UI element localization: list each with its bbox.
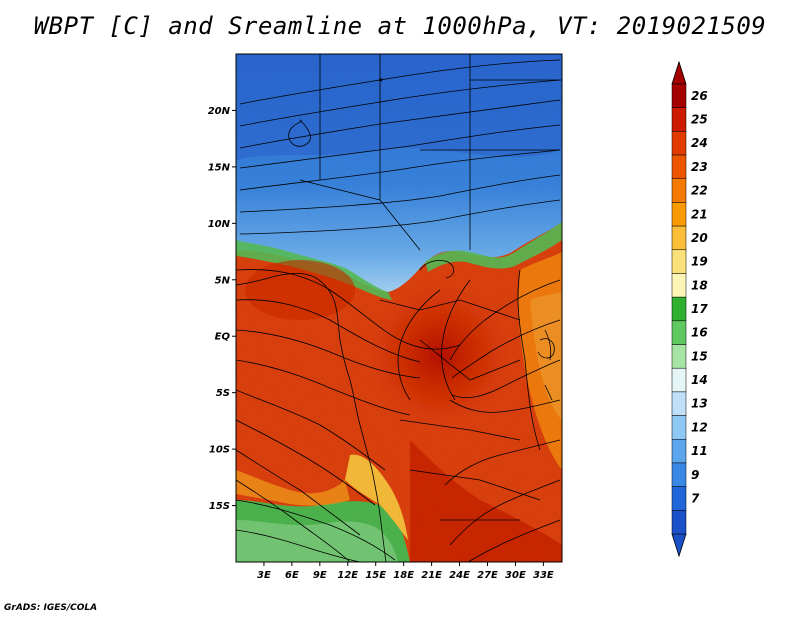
lon-tick-label: 6E	[285, 570, 299, 581]
lat-tick-label: EQ	[215, 332, 231, 343]
colorbar-segment	[671, 202, 687, 227]
lat-tick-label: 15N	[208, 162, 231, 173]
colorbar-label: 7	[691, 491, 700, 505]
chart-title: WBPT [C] and Sreamline at 1000hPa, VT: 2…	[33, 12, 767, 40]
lat-tick-label: 10N	[208, 219, 231, 230]
colorbar-segment	[671, 154, 687, 179]
lon-tick-label: 30E	[505, 570, 526, 581]
colorbar-label: 14	[691, 373, 708, 387]
colorbar-segment	[671, 367, 687, 393]
lon-tick-label: 27E	[477, 570, 498, 581]
streamlines	[236, 59, 561, 562]
lat-tick-label: 10S	[209, 445, 230, 456]
lon-tick-label: 18E	[393, 570, 414, 581]
colorbar-segment	[671, 510, 687, 535]
colorbar-label: 26	[691, 89, 708, 103]
colorbar-segment	[671, 131, 687, 156]
colorbar-label: 9	[691, 468, 699, 482]
colorbar-label: 16	[691, 326, 708, 340]
lon-tick-label: 15E	[365, 570, 386, 581]
colorbar-label: 23	[691, 160, 708, 174]
colorbar-segment	[671, 107, 687, 132]
longitude-axis: 3E 6E 9E 12E 15E 18E 21E 24E 27E 30E 33E	[257, 562, 554, 581]
lat-tick-label: 5N	[215, 275, 231, 286]
colorbar-segment	[671, 462, 687, 487]
colorbar-label: 12	[691, 420, 708, 434]
colorbar-label: 25	[691, 113, 708, 127]
colorbar-bottom-arrow	[671, 533, 687, 558]
lat-tick-label: 15S	[209, 501, 230, 512]
map-frame	[235, 53, 563, 563]
credit-text: GrADS: IGES/COLA	[4, 603, 98, 613]
colorbar-label: 19	[691, 255, 708, 269]
colorbar-label: 18	[691, 278, 708, 292]
lon-tick-label: 24E	[449, 570, 470, 581]
colorbar-label: 21	[691, 207, 708, 221]
colorbar-segment	[671, 249, 687, 274]
lon-tick-label: 12E	[337, 570, 358, 581]
colorbar-segment	[671, 320, 687, 345]
colorbar-label: 13	[691, 397, 708, 411]
coastline-borders	[236, 54, 562, 562]
map-fill	[236, 54, 562, 562]
lat-tick-label: 5S	[216, 388, 230, 399]
colorbar-segment	[671, 415, 687, 440]
colorbar-label: 24	[691, 136, 708, 150]
lat-tick-label: 20N	[208, 106, 231, 117]
colorbar-segment	[671, 344, 687, 369]
colorbar-segment	[671, 391, 687, 416]
colorbar-segment	[671, 225, 687, 251]
colorbar-segment	[671, 439, 687, 464]
colorbar-label: 22	[691, 184, 708, 198]
colorbar-segment	[671, 273, 687, 298]
lon-tick-label: 9E	[313, 570, 327, 581]
colorbar-label: 20	[691, 231, 708, 245]
latitude-axis: 20N 15N 10N 5N EQ 5S 10S 15S	[208, 106, 236, 512]
colorbar: 26 25 24 23 22 21 20 19 18 17 16 15 14 13 12 11 9 7	[671, 60, 708, 558]
lon-tick-label: 33E	[533, 570, 554, 581]
lon-tick-label: 3E	[257, 570, 271, 581]
colorbar-segment	[671, 178, 687, 203]
colorbar-label: 15	[691, 349, 708, 363]
colorbar-segment	[671, 83, 687, 108]
colorbar-segment	[671, 486, 687, 511]
colorbar-label: 17	[691, 302, 708, 316]
colorbar-top-arrow	[671, 60, 687, 85]
colorbar-label: 11	[691, 444, 708, 458]
lon-tick-label: 21E	[421, 570, 442, 581]
colorbar-segment	[671, 296, 687, 322]
